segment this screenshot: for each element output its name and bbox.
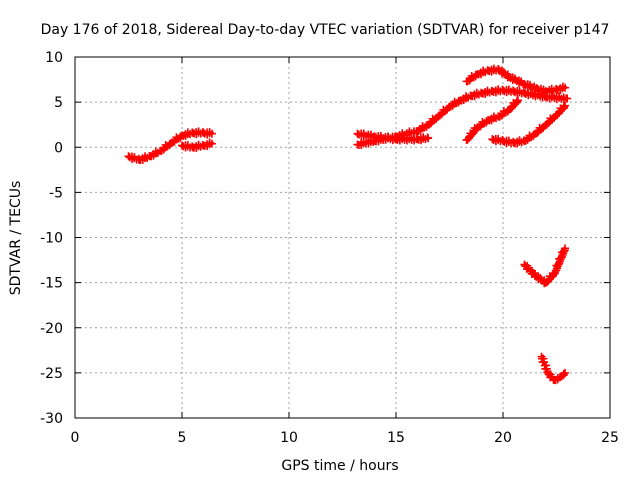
series-arc-8 [520,244,570,288]
data-point [561,244,570,253]
series-arc-2 [178,138,216,152]
y-axis-label: SDTVAR / TECUs [8,181,24,296]
data-point [513,96,522,105]
y-tick-label: 5 [54,95,63,111]
y-tick-label: 0 [54,140,63,156]
grid-lines [75,57,610,418]
series-arc-1 [124,127,216,165]
axis-ticks: 0 5 10 15 20 25 -30 -25 -20 -15 -10 -5 0 5 10 [40,50,619,446]
data-point [561,101,570,110]
y-tick-label: 10 [45,50,63,66]
x-tick-label: 25 [601,430,619,446]
series-arc-5 [462,64,570,97]
series-arc-6 [462,96,522,145]
x-tick-label: 5 [178,430,187,446]
data-point [563,94,572,103]
data-point [561,83,570,92]
data-point [207,139,216,148]
y-tick-label: -30 [40,411,63,427]
x-tick-label: 0 [71,430,80,446]
y-tick-label: -20 [40,321,63,337]
x-tick-label: 10 [280,430,298,446]
y-tick-label: -10 [40,231,63,247]
data-points [124,64,572,385]
x-tick-label: 15 [387,430,405,446]
y-tick-label: -25 [40,366,63,382]
data-point [561,368,570,377]
y-tick-label: -5 [49,185,63,201]
data-point [424,134,433,143]
y-tick-label: -15 [40,276,63,292]
chart-title: Day 176 of 2018, Sidereal Day-to-day VTE… [41,22,610,38]
series-arc-7 [488,101,570,148]
series-arc-4 [353,129,433,145]
x-tick-label: 20 [494,430,512,446]
x-axis-label: GPS time / hours [281,458,398,474]
data-point [207,129,216,138]
series-arc-9 [537,352,570,385]
